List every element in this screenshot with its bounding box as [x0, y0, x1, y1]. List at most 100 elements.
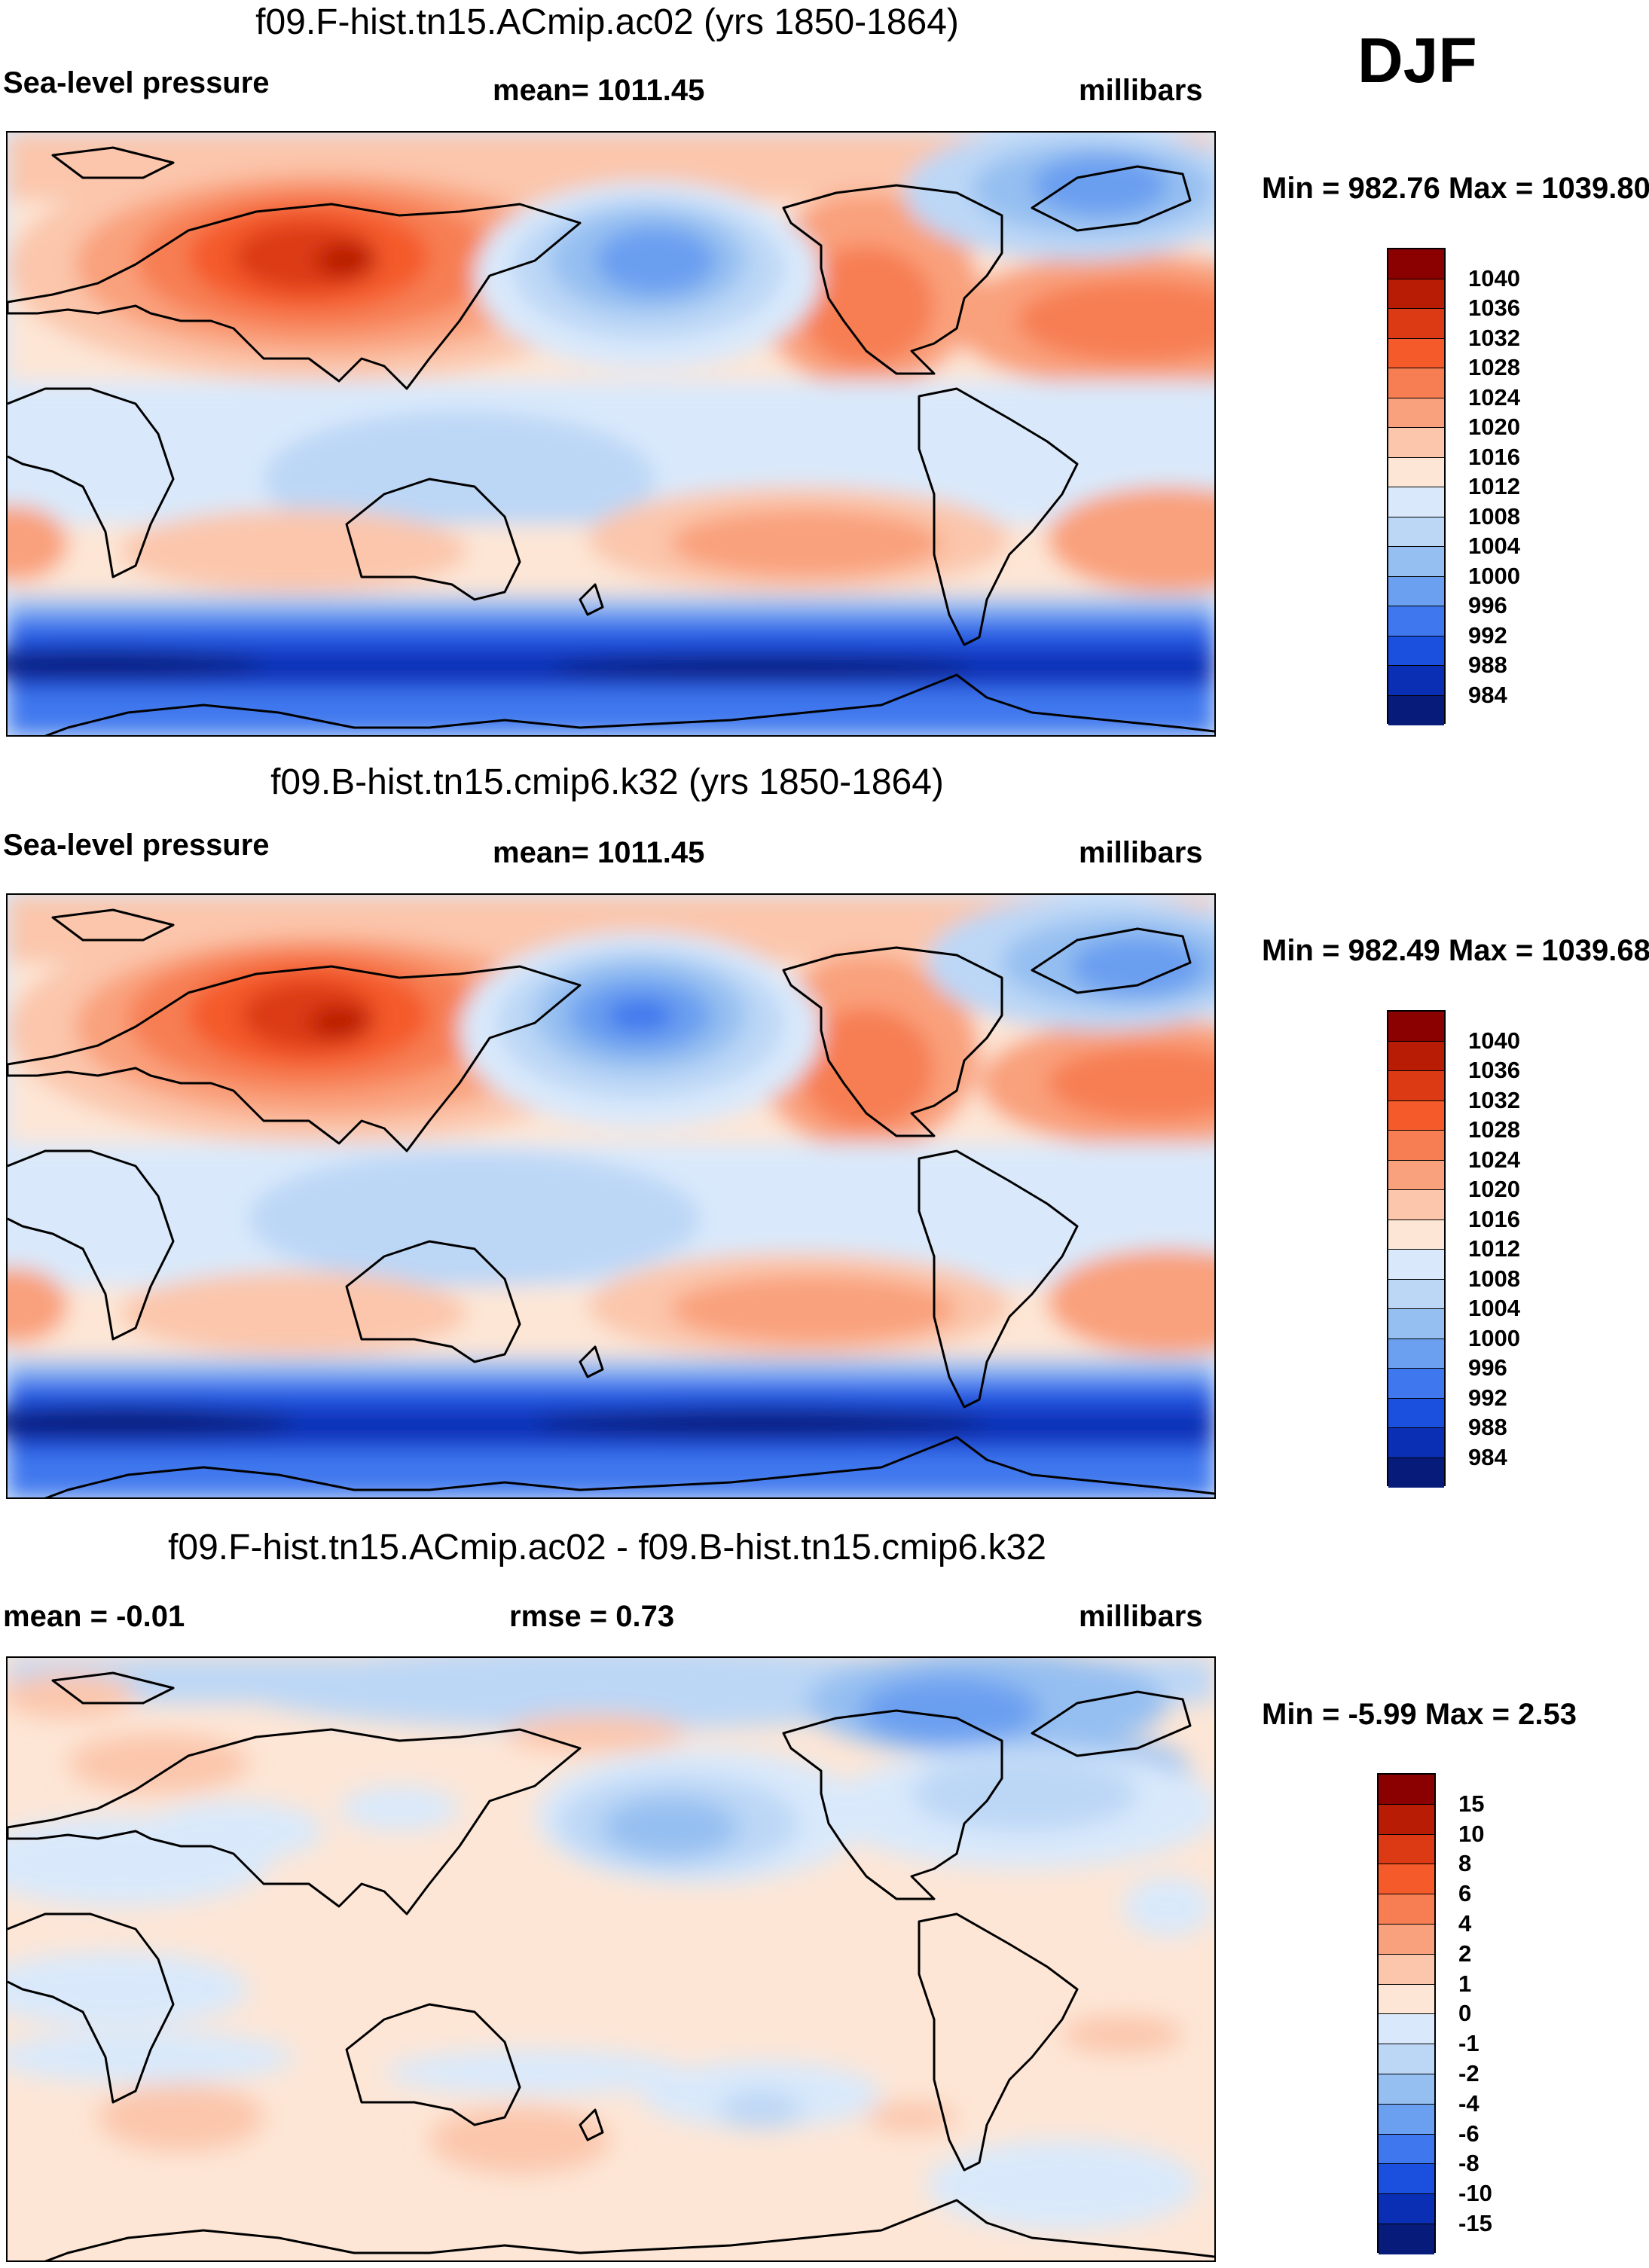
colorbar-swatch	[1388, 1219, 1444, 1250]
colorbar-tick-label: 988	[1468, 1414, 1507, 1440]
colorbar-swatch	[1379, 2104, 1434, 2135]
panel-3-map	[6, 1656, 1216, 2262]
colorbar-tick-label: 1004	[1468, 533, 1520, 559]
colorbar-tick-label: 996	[1468, 1354, 1507, 1381]
colorbar-swatch	[1388, 338, 1444, 368]
colorbar-swatch	[1388, 1041, 1444, 1071]
colorbar-tick-label: 2	[1458, 1940, 1472, 1967]
colorbar-tick-label: 1016	[1468, 1205, 1520, 1232]
panel-3-units-label: millibars	[1079, 1600, 1203, 1633]
colorbar-swatch	[1379, 1775, 1434, 1805]
colorbar-tick-label: 1032	[1468, 1086, 1520, 1113]
colorbar-tick-label: 1016	[1468, 443, 1520, 470]
panel-1-map-svg	[8, 133, 1214, 735]
panel-2-units-label: millibars	[1079, 836, 1203, 869]
colorbar-tick-label: 992	[1468, 1384, 1507, 1411]
colorbar-swatch	[1379, 2044, 1434, 2074]
colorbar-tick-label: 1	[1458, 1970, 1472, 1997]
panel-3-mean-label: mean = -0.01	[3, 1600, 185, 1633]
colorbar-swatch	[1388, 666, 1444, 696]
colorbar-swatch	[1379, 2074, 1434, 2105]
panel-1-colorbar: 1040 1036 1032 1028 1024 1020 1016 1012 1008 1004…	[1387, 248, 1583, 727]
panel-1-mean-label: mean= 1011.45	[493, 74, 705, 107]
colorbar-tick-label: 1028	[1468, 354, 1520, 380]
colorbar-tick-label: 1012	[1468, 1235, 1520, 1262]
colorbar-tick-label: 1012	[1468, 473, 1520, 499]
colorbar-tick-label: 0	[1458, 2000, 1472, 2027]
colorbar-tick-label: -2	[1458, 2060, 1480, 2086]
colorbar-swatch	[1379, 1954, 1434, 1985]
colorbar-swatch	[1379, 1804, 1434, 1835]
colorbar-tick-label: 1020	[1468, 1176, 1520, 1202]
panel-3-colorbar-swatches	[1377, 1773, 1436, 2254]
colorbar-tick-label: 8	[1458, 1850, 1472, 1877]
colorbar-tick-label: 1000	[1468, 562, 1520, 589]
colorbar-tick-label: -1	[1458, 2030, 1480, 2057]
colorbar-swatch	[1388, 1369, 1444, 1399]
colorbar-tick-label: 6	[1458, 1880, 1472, 1907]
colorbar-tick-label: 1028	[1468, 1116, 1520, 1143]
colorbar-swatch	[1388, 1339, 1444, 1369]
colorbar-tick-label: 1020	[1468, 414, 1520, 440]
colorbar-swatch	[1388, 606, 1444, 636]
colorbar-swatch	[1388, 1279, 1444, 1309]
colorbar-swatch	[1388, 517, 1444, 547]
colorbar-swatch	[1379, 1984, 1434, 2015]
colorbar-swatch	[1388, 1458, 1444, 1488]
colorbar-swatch	[1388, 1012, 1444, 1042]
panel-1-minmax: Min = 982.76 Max = 1039.80	[1262, 172, 1649, 205]
colorbar-tick-label: 1004	[1468, 1295, 1520, 1321]
colorbar-tick-label: 1000	[1468, 1324, 1520, 1351]
colorbar-tick-label: 1008	[1468, 1265, 1520, 1292]
colorbar-tick-label: 988	[1468, 652, 1507, 678]
colorbar-tick-label: 984	[1468, 1443, 1507, 1470]
colorbar-swatch	[1388, 1071, 1444, 1101]
colorbar-tick-label: 4	[1458, 1910, 1472, 1937]
colorbar-swatch	[1388, 1250, 1444, 1280]
colorbar-swatch	[1379, 1894, 1434, 1925]
panel-3-rmse-label: rmse = 0.73	[509, 1600, 675, 1633]
panel-1-variable-label: Sea-level pressure	[3, 66, 270, 99]
panel-2-title: f09.B-hist.tn15.cmip6.k32 (yrs 1850-1864…	[270, 762, 944, 802]
panel-2-variable-label: Sea-level pressure	[3, 829, 270, 862]
panel-2-map	[6, 893, 1216, 1499]
colorbar-tick-label: -6	[1458, 2120, 1480, 2147]
colorbar-tick-label: 1032	[1468, 324, 1520, 351]
colorbar-swatch	[1388, 636, 1444, 666]
colorbar-swatch	[1388, 487, 1444, 517]
panel-2-map-svg	[8, 895, 1214, 1497]
colorbar-swatch	[1388, 428, 1444, 458]
colorbar-tick-label: 1040	[1468, 264, 1520, 292]
colorbar-swatch	[1388, 1190, 1444, 1220]
panel-3-title: f09.F-hist.tn15.ACmip.ac02 - f09.B-hist.…	[168, 1528, 1046, 1567]
panel-1-map	[6, 131, 1216, 737]
colorbar-tick-label: 10	[1458, 1820, 1485, 1847]
colorbar-swatch	[1388, 249, 1444, 279]
colorbar-swatch	[1388, 309, 1444, 339]
colorbar-swatch	[1379, 1924, 1434, 1955]
colorbar-tick-label: -15	[1458, 2210, 1492, 2236]
colorbar-swatch	[1388, 398, 1444, 428]
colorbar-swatch	[1388, 1428, 1444, 1458]
colorbar-swatch	[1388, 368, 1444, 398]
colorbar-swatch	[1379, 1834, 1434, 1865]
colorbar-tick-label: -10	[1458, 2180, 1492, 2207]
colorbar-swatch	[1388, 1160, 1444, 1190]
colorbar-swatch	[1379, 2164, 1434, 2195]
panel-3-minmax: Min = -5.99 Max = 2.53	[1262, 1698, 1577, 1731]
colorbar-tick-label: 996	[1468, 592, 1507, 618]
colorbar-swatch	[1388, 1309, 1444, 1339]
colorbar-tick-label: 1036	[1468, 295, 1520, 321]
panel-1-title: f09.F-hist.tn15.ACmip.ac02 (yrs 1850-186…	[255, 2, 959, 42]
colorbar-swatch	[1388, 279, 1444, 309]
panel-1-colorbar-swatches	[1387, 248, 1446, 725]
colorbar-swatch	[1388, 547, 1444, 577]
colorbar-tick-label: 15	[1458, 1790, 1485, 1817]
colorbar-tick-label: 1036	[1468, 1057, 1520, 1083]
colorbar-swatch	[1388, 695, 1444, 725]
colorbar-swatch	[1388, 1398, 1444, 1428]
colorbar-tick-label: 992	[1468, 621, 1507, 649]
colorbar-swatch	[1379, 2224, 1434, 2254]
colorbar-tick-label: -8	[1458, 2150, 1480, 2177]
panel-2-mean-label: mean= 1011.45	[493, 836, 705, 869]
